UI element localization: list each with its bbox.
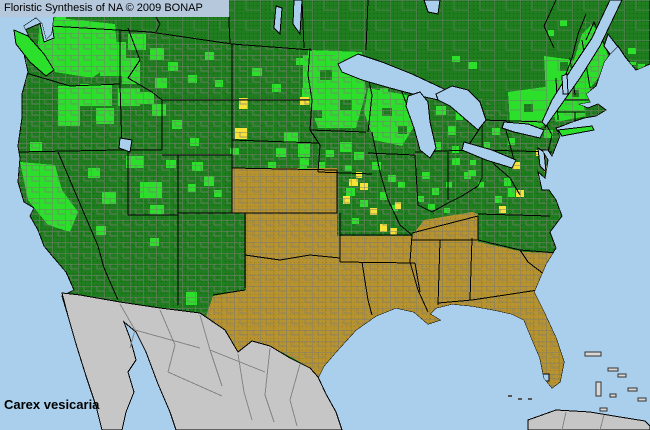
mexico-landmass (61, 292, 343, 430)
state-borders (18, 0, 619, 316)
long-island (557, 125, 595, 137)
map-title-bar: Floristic Synthesis of NA © 2009 BONAP (0, 0, 229, 17)
map-title: Floristic Synthesis of NA © 2009 BONAP (4, 2, 203, 14)
mexico-state-borders (119, 303, 301, 427)
lake-ontario (501, 121, 545, 139)
james-bay (423, 0, 441, 15)
florida-keys (508, 395, 532, 400)
lake-champlain (561, 73, 569, 95)
lake-michigan (405, 91, 437, 159)
chesapeake-bay (537, 146, 547, 174)
st-lawrence-river (541, 0, 623, 127)
lake-erie (461, 141, 517, 169)
great-lakes (18, 0, 623, 382)
lake-manitoba (273, 5, 283, 36)
bahamas-islands (584, 351, 647, 412)
lake-winnipeg (292, 0, 303, 36)
mexico-region (61, 292, 343, 430)
cuba-landmass (527, 409, 650, 430)
vancouver-island (13, 29, 55, 77)
species-label: Carex vesicaria (4, 397, 100, 412)
lake-huron (435, 85, 487, 131)
great-salt-lake (118, 137, 133, 153)
cuba-region (527, 409, 650, 430)
